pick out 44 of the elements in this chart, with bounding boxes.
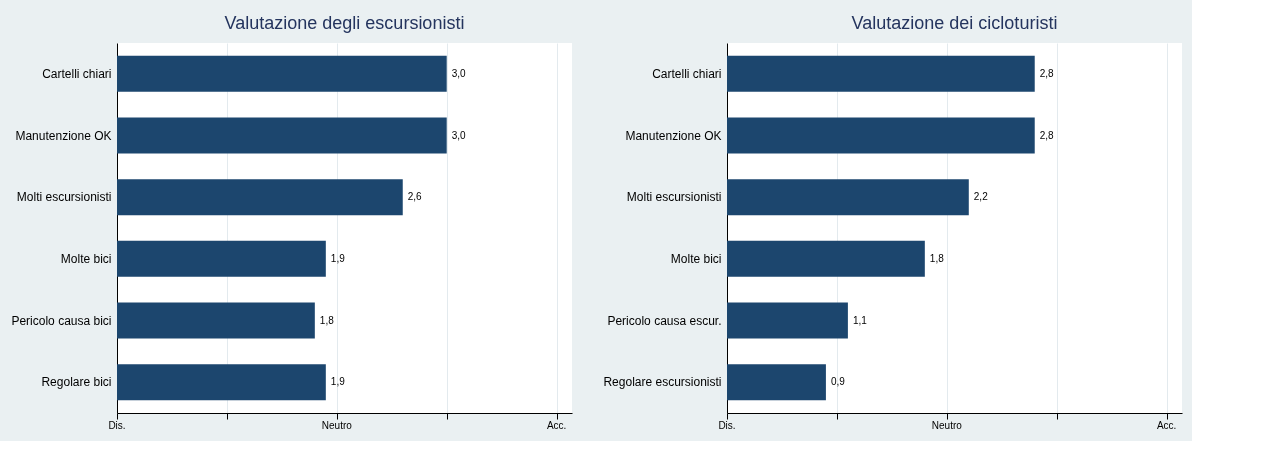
bar: [117, 240, 326, 277]
text: Neutro: [321, 420, 353, 431]
data-label: 1,1: [852, 314, 868, 326]
y-tick-label: Molte bici: [60, 251, 112, 266]
y-tick-label: Manutenzione OK: [625, 128, 722, 143]
data-label: 1,9: [330, 252, 346, 264]
text: Neutro: [931, 420, 963, 431]
y-tick-label: Pericolo causa escur.: [607, 313, 722, 328]
text: Dis.: [718, 420, 736, 431]
bar: [117, 117, 447, 154]
bar: [117, 179, 403, 216]
y-tick-label: Regolare bici: [41, 375, 112, 390]
text: Dis.: [108, 420, 126, 431]
y-tick-label: Cartelli chiari: [42, 66, 112, 81]
data-label: 2,8: [1039, 129, 1055, 141]
y-tick-label: Molti escursionisti: [16, 190, 112, 205]
bar: [117, 364, 326, 401]
bar: [727, 364, 826, 401]
y-tick-label: Cartelli chiari: [652, 66, 722, 81]
bar: [727, 55, 1035, 92]
bar: [727, 240, 925, 277]
y-tick-label: Pericolo causa bici: [11, 313, 112, 328]
data-label: 3,0: [451, 67, 467, 79]
data-label: 2,2: [973, 191, 989, 203]
chart-title: Valutazione dei cicloturisti: [851, 13, 1058, 33]
data-label: 1,9: [330, 376, 346, 388]
bar: [117, 302, 315, 339]
data-label: 0,9: [830, 376, 846, 388]
text: Acc.: [546, 420, 567, 431]
data-label: 2,8: [1039, 67, 1055, 79]
data-label: 2,6: [407, 191, 423, 203]
data-label: 1,8: [319, 314, 335, 326]
bar: [727, 302, 848, 339]
bar: [727, 179, 969, 216]
text: Acc.: [1156, 420, 1177, 431]
y-tick-label: Molti escursionisti: [626, 190, 722, 205]
data-label: 1,8: [929, 252, 945, 264]
chart-title: Valutazione degli escursionisti: [224, 13, 465, 33]
y-tick-label: Regolare escursionisti: [603, 375, 722, 390]
bar: [727, 117, 1035, 154]
y-tick-label: Molte bici: [670, 251, 722, 266]
y-tick-label: Manutenzione OK: [15, 128, 112, 143]
data-label: 3,0: [451, 129, 467, 141]
bar: [117, 55, 447, 92]
